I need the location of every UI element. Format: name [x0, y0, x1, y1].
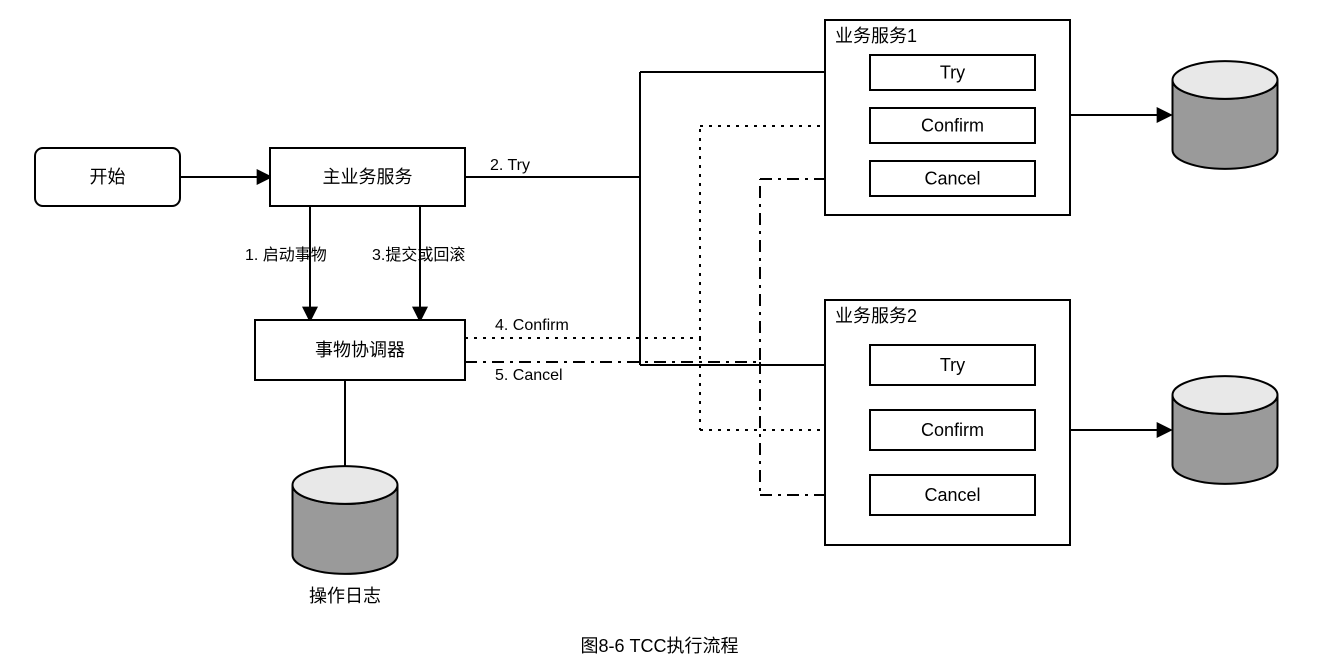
- start-label: 开始: [90, 167, 126, 187]
- tcc-flow-diagram: 1. 启动事物3.提交或回滚2. Try4. Confirm5. Cancel …: [0, 0, 1319, 667]
- coordinator-label: 事物协调器: [315, 340, 405, 360]
- edge-label-e_cancel_trunk: 5. Cancel: [495, 367, 563, 384]
- edge-label-e_try_trunk: 2. Try: [490, 157, 530, 174]
- service1-db-top-icon: [1173, 61, 1278, 99]
- service2-confirm-label: Confirm: [921, 420, 984, 440]
- service1-confirm-label: Confirm: [921, 116, 984, 136]
- service2-try-label: Try: [940, 355, 965, 375]
- main-service-label: 主业务服务: [323, 167, 413, 187]
- service1-try-label: Try: [940, 63, 965, 83]
- edge-label-e_main_coord_right: 3.提交或回滚: [372, 246, 465, 264]
- log-db-top-icon: [293, 466, 398, 504]
- service1-cancel-label: Cancel: [924, 169, 980, 189]
- edge-e_try_trunk: [465, 177, 640, 365]
- service2-db-top-icon: [1173, 376, 1278, 414]
- edge-e_cancel_trunk: [465, 179, 760, 362]
- figure-caption: 图8-6 TCC执行流程: [580, 636, 738, 656]
- log-db-label: 操作日志: [309, 586, 381, 606]
- edge-label-e_confirm_trunk: 4. Confirm: [495, 317, 569, 334]
- service2-cancel-label: Cancel: [924, 485, 980, 505]
- service1-title: 业务服务1: [835, 26, 917, 46]
- service2-title: 业务服务2: [835, 306, 917, 326]
- edge-label-e_main_coord_left: 1. 启动事物: [245, 246, 327, 264]
